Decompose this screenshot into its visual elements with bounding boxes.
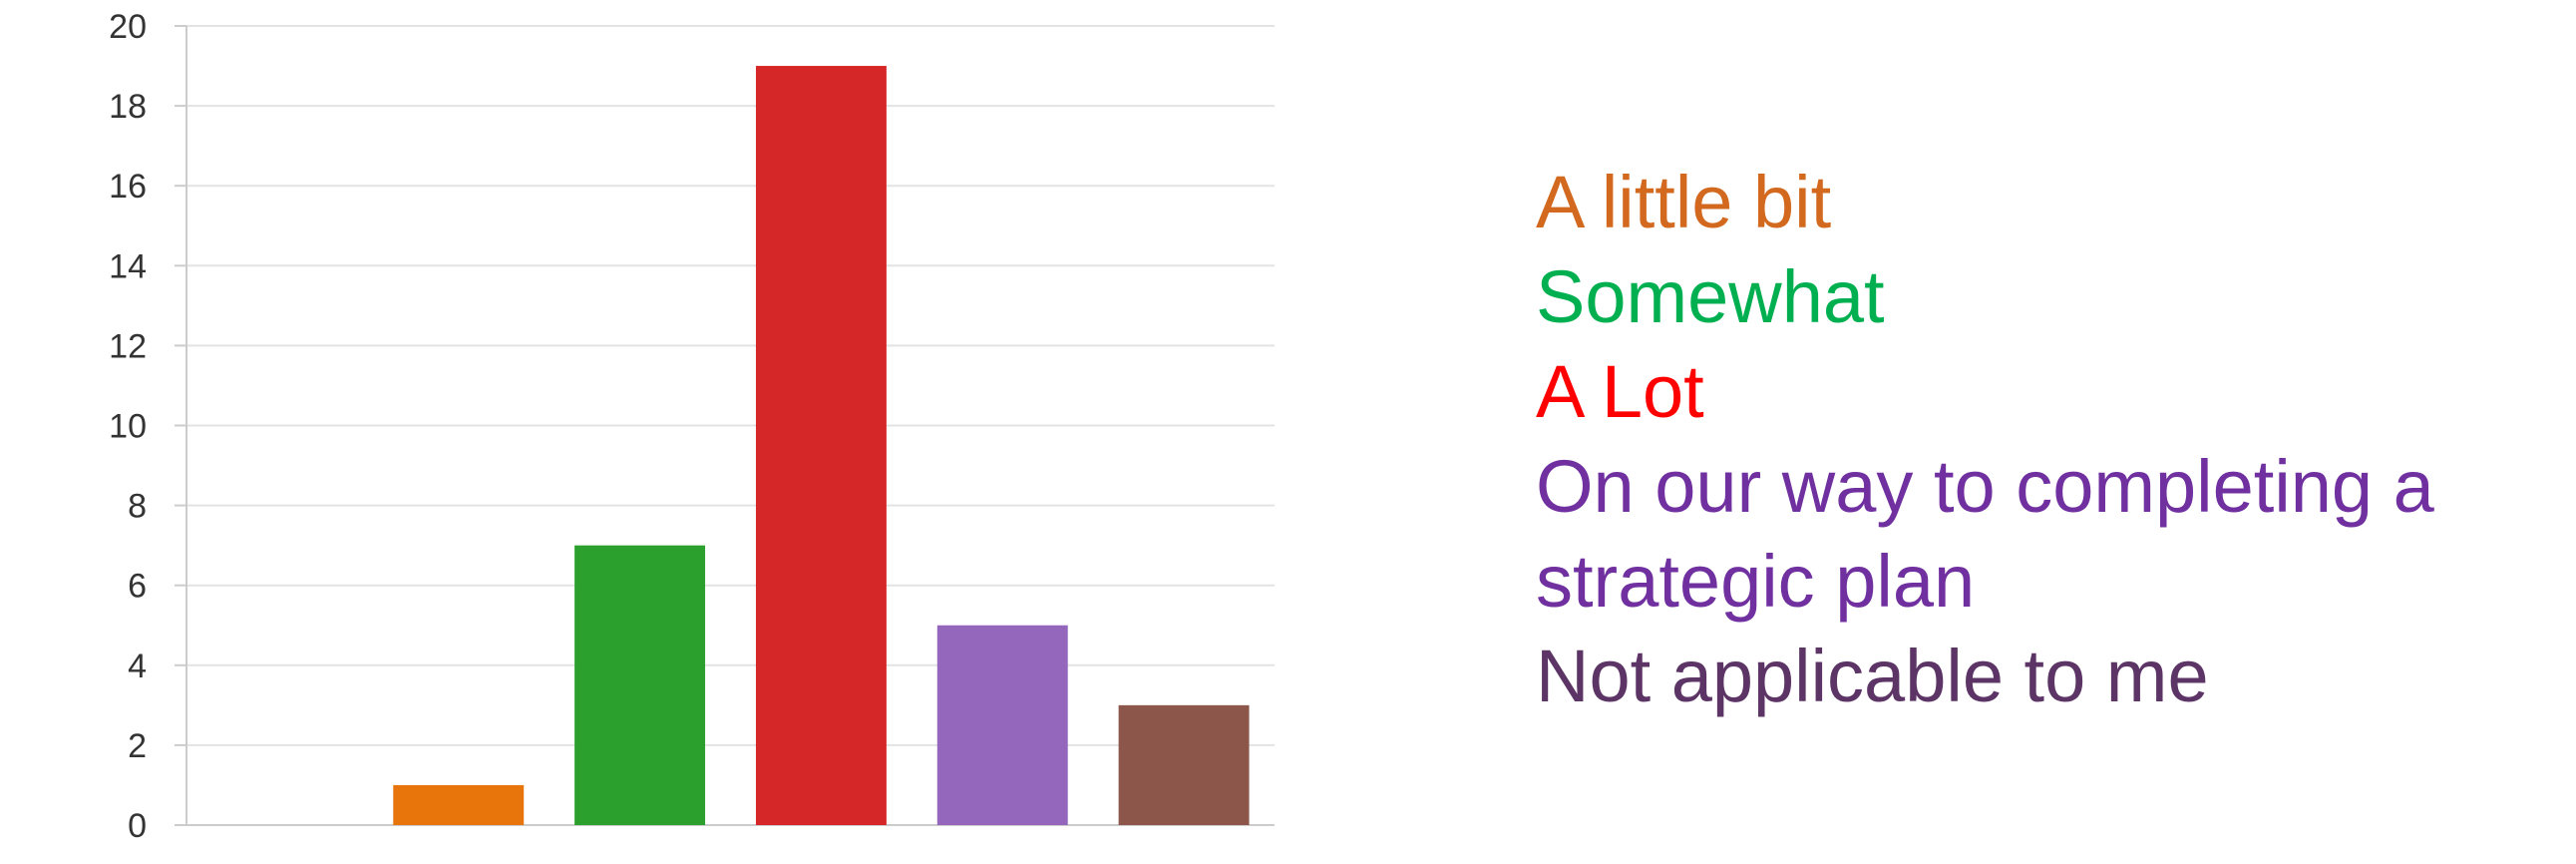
y-axis-tick-labels: 0 2 4 6 8 10 12 14 16 18 20 <box>109 8 147 845</box>
legend-item-a-lot: A Lot <box>1536 350 1704 433</box>
bar-3 <box>755 66 887 826</box>
y-tick-label: 0 <box>128 807 147 845</box>
y-tick-label: 20 <box>109 8 147 46</box>
legend-item-strategic-plan: On our way to completing a strategic pla… <box>1536 445 2434 623</box>
legend: A little bit Somewhat A Lot On our way t… <box>1536 155 2533 723</box>
y-tick-label: 6 <box>128 568 147 606</box>
y-tick-label: 10 <box>109 408 147 446</box>
bar-2 <box>574 545 706 825</box>
y-tick-label: 4 <box>128 648 147 685</box>
y-tick-label: 18 <box>109 88 147 126</box>
y-tick-label: 16 <box>109 168 147 206</box>
y-tick-label: 12 <box>109 327 147 365</box>
y-tick-label: 14 <box>109 247 147 285</box>
axes <box>175 25 1275 826</box>
bars <box>393 66 1250 826</box>
legend-item-not-applicable: Not applicable to me <box>1536 635 2209 717</box>
legend-item-somewhat: Somewhat <box>1536 255 1885 338</box>
grid-lines <box>186 25 1275 746</box>
bar-5 <box>1118 704 1250 825</box>
bar-chart: 0 2 4 6 8 10 12 14 16 18 20 <box>109 8 1275 845</box>
bar-1 <box>393 784 525 825</box>
y-tick-label: 2 <box>128 727 147 765</box>
y-tick-label: 8 <box>128 488 147 526</box>
legend-item-a-little-bit: A little bit <box>1536 161 1832 243</box>
bar-4 <box>936 625 1068 825</box>
